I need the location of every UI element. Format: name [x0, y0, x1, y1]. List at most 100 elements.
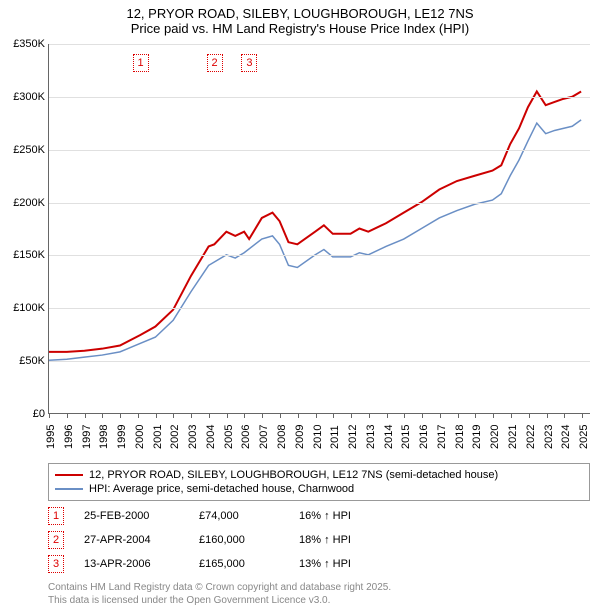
x-axis-tick: [422, 413, 423, 418]
x-axis-label: 2014: [383, 425, 395, 449]
x-axis-tick: [173, 413, 174, 418]
x-axis-tick: [298, 413, 299, 418]
sale-hpi: 16% ↑ HPI: [299, 510, 351, 522]
y-axis-label: £250K: [13, 144, 49, 156]
x-axis-label: 2013: [365, 425, 377, 449]
footer: Contains HM Land Registry data © Crown c…: [48, 581, 590, 613]
gridline-h: [49, 44, 590, 45]
x-axis-tick: [85, 413, 86, 418]
gridline-h: [49, 308, 590, 309]
x-axis-label: 2004: [205, 425, 217, 449]
x-axis-tick: [387, 413, 388, 418]
x-axis-label: 2011: [329, 425, 341, 449]
y-axis-label: £300K: [13, 91, 49, 103]
x-axis-tick: [262, 413, 263, 418]
x-axis-tick: [209, 413, 210, 418]
x-axis-tick: [244, 413, 245, 418]
x-axis-tick: [564, 413, 565, 418]
sale-date: 27-APR-2004: [84, 534, 179, 546]
x-axis-tick: [49, 413, 50, 418]
x-axis-tick: [227, 413, 228, 418]
legend-label-2: HPI: Average price, semi-detached house,…: [89, 483, 354, 495]
footer-line-2: This data is licensed under the Open Gov…: [48, 594, 590, 607]
x-axis-label: 2025: [578, 425, 590, 449]
sale-hpi: 18% ↑ HPI: [299, 534, 351, 546]
plot-area: £0£50K£100K£150K£200K£250K£300K£350K1995…: [48, 44, 590, 414]
x-axis-tick: [369, 413, 370, 418]
x-axis-label: 2007: [258, 425, 270, 449]
x-axis-tick: [156, 413, 157, 418]
y-axis-label: £50K: [19, 355, 49, 367]
plot-inner: £0£50K£100K£150K£200K£250K£300K£350K1995…: [48, 44, 590, 414]
x-axis-tick: [511, 413, 512, 418]
x-axis-label: 2015: [400, 425, 412, 449]
series-line-price_paid: [49, 91, 581, 351]
x-axis-tick: [138, 413, 139, 418]
sale-marker: 2: [48, 531, 64, 549]
y-axis-label: £200K: [13, 197, 49, 209]
x-axis-label: 2020: [489, 425, 501, 449]
gridline-h: [49, 150, 590, 151]
x-axis-tick: [333, 413, 334, 418]
x-axis-tick: [475, 413, 476, 418]
x-axis-label: 2008: [276, 425, 288, 449]
x-axis-tick: [102, 413, 103, 418]
x-axis-label: 2023: [543, 425, 555, 449]
title-block: 12, PRYOR ROAD, SILEBY, LOUGHBOROUGH, LE…: [0, 0, 600, 36]
x-axis-tick: [582, 413, 583, 418]
y-axis-label: £0: [33, 408, 49, 420]
y-axis-label: £100K: [13, 302, 49, 314]
sale-price: £74,000: [199, 510, 279, 522]
x-axis-tick: [191, 413, 192, 418]
x-axis-label: 2024: [560, 425, 572, 449]
chart-svg: [49, 44, 590, 413]
x-axis-label: 2005: [223, 425, 235, 449]
x-axis-label: 1996: [63, 425, 75, 449]
x-axis-label: 1997: [81, 425, 93, 449]
legend-label-1: 12, PRYOR ROAD, SILEBY, LOUGHBOROUGH, LE…: [89, 469, 498, 481]
legend-swatch-2: [55, 488, 83, 490]
x-axis-tick: [458, 413, 459, 418]
sale-marker-on-plot: 3: [241, 54, 257, 72]
x-axis-tick: [280, 413, 281, 418]
gridline-h: [49, 255, 590, 256]
legend-item-2: HPI: Average price, semi-detached house,…: [55, 482, 583, 496]
series-line-hpi: [49, 120, 581, 360]
sales-block: 1 25-FEB-2000 £74,000 16% ↑ HPI 2 27-APR…: [0, 507, 600, 573]
x-axis-label: 2022: [525, 425, 537, 449]
x-axis-label: 2012: [347, 425, 359, 449]
x-axis-tick: [120, 413, 121, 418]
sale-price: £165,000: [199, 558, 279, 570]
sale-marker: 3: [48, 555, 64, 573]
legend-item-1: 12, PRYOR ROAD, SILEBY, LOUGHBOROUGH, LE…: [55, 468, 583, 482]
x-axis-label: 2003: [187, 425, 199, 449]
sale-hpi: 13% ↑ HPI: [299, 558, 351, 570]
x-axis-tick: [529, 413, 530, 418]
sale-marker-on-plot: 2: [207, 54, 223, 72]
sale-row: 3 13-APR-2006 £165,000 13% ↑ HPI: [48, 555, 590, 573]
x-axis-label: 2000: [134, 425, 146, 449]
x-axis-tick: [547, 413, 548, 418]
sale-date: 25-FEB-2000: [84, 510, 179, 522]
x-axis-tick: [67, 413, 68, 418]
gridline-h: [49, 97, 590, 98]
sale-date: 13-APR-2006: [84, 558, 179, 570]
x-axis-label: 2010: [312, 425, 324, 449]
sale-marker-on-plot: 1: [133, 54, 149, 72]
gridline-h: [49, 361, 590, 362]
title-line-2: Price paid vs. HM Land Registry's House …: [0, 21, 600, 36]
y-axis-label: £350K: [13, 38, 49, 50]
sale-price: £160,000: [199, 534, 279, 546]
x-axis-label: 2018: [454, 425, 466, 449]
legend-swatch-1: [55, 474, 83, 476]
x-axis-label: 1995: [45, 425, 57, 449]
x-axis-label: 2017: [436, 425, 448, 449]
x-axis-tick: [493, 413, 494, 418]
x-axis-tick: [316, 413, 317, 418]
footer-line-1: Contains HM Land Registry data © Crown c…: [48, 581, 590, 594]
legend-box: 12, PRYOR ROAD, SILEBY, LOUGHBOROUGH, LE…: [48, 463, 590, 501]
sale-row: 2 27-APR-2004 £160,000 18% ↑ HPI: [48, 531, 590, 549]
x-axis-label: 2009: [294, 425, 306, 449]
x-axis-tick: [440, 413, 441, 418]
x-axis-label: 1999: [116, 425, 128, 449]
